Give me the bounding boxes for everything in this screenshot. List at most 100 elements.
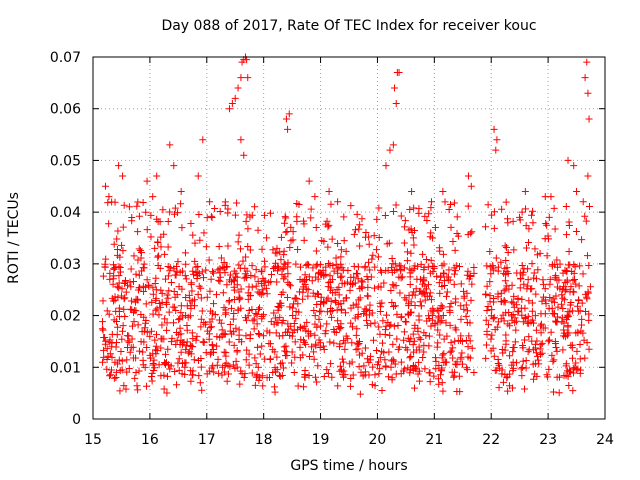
data-point [363,311,371,319]
data-point [122,385,130,393]
y-tick-label: 0.03 [50,257,81,273]
data-point [295,308,303,316]
data-point [215,243,223,251]
data-point [164,294,172,302]
data-point [206,324,214,332]
data-point [250,315,258,323]
data-point [316,344,324,352]
data-point [564,323,572,331]
data-point [340,213,348,221]
data-point [506,382,514,390]
data-point [304,292,312,300]
data-point [374,361,382,369]
data-point [376,365,384,373]
data-point [427,322,435,330]
data-point [451,246,459,254]
data-point [352,269,360,277]
data-point [556,260,564,268]
data-point [226,105,234,113]
data-point [503,282,511,290]
data-point [109,275,117,283]
data-point [576,341,584,349]
data-point [283,227,291,235]
data-point [170,162,178,170]
data-point [371,371,379,379]
data-point [389,340,397,348]
data-point [140,264,148,272]
data-point [211,311,219,319]
data-point [435,314,443,322]
data-point [548,261,556,269]
data-point [119,172,127,180]
data-point [489,315,497,323]
data-point [227,304,235,312]
data-point [537,329,545,337]
data-point [127,297,135,305]
data-point [524,276,532,284]
data-point [146,332,154,340]
data-point [506,370,514,378]
data-point [134,386,142,394]
data-point [365,240,373,248]
data-point [276,313,284,321]
data-point [125,338,133,346]
data-point [254,226,262,234]
data-point [242,253,250,261]
data-point [241,314,249,322]
data-point [387,287,395,295]
data-point [457,280,465,288]
data-point [293,217,301,225]
data-point [109,261,117,269]
data-point [186,297,194,305]
data-point [394,322,402,330]
data-point [261,277,269,285]
data-point [102,255,110,263]
data-point [103,356,111,364]
data-point [354,263,362,271]
data-point [490,313,498,321]
data-point [165,308,173,316]
data-point [364,283,372,291]
data-point [504,320,512,328]
data-point [308,343,316,351]
data-point [128,335,136,343]
data-point [134,198,142,206]
data-point [316,300,324,308]
data-point [450,199,458,207]
data-point [467,182,475,190]
data-point [522,364,530,372]
data-point [375,234,383,242]
data-point [454,337,462,345]
data-point [376,354,384,362]
data-point [143,177,151,185]
data-point [395,69,403,77]
data-point [266,329,274,337]
data-point [108,330,116,338]
data-point [490,224,498,232]
data-point [148,373,156,381]
data-point [350,262,358,270]
data-point [280,260,288,268]
data-point [579,198,587,206]
data-point [328,313,336,321]
data-point [137,248,145,256]
data-point [189,267,197,275]
data-point [397,358,405,366]
data-point [142,208,150,216]
data-point [310,348,318,356]
data-point [566,368,574,376]
data-point [111,293,119,301]
data-point [196,236,204,244]
data-point [350,273,358,281]
data-point [369,336,377,344]
data-point [382,363,390,371]
data-point [435,244,443,252]
data-point [153,305,161,313]
data-point [453,358,461,366]
data-point [560,326,568,334]
data-point [499,311,507,319]
data-point [157,286,165,294]
data-point [186,312,194,320]
data-point [377,303,385,311]
data-point [127,283,135,291]
